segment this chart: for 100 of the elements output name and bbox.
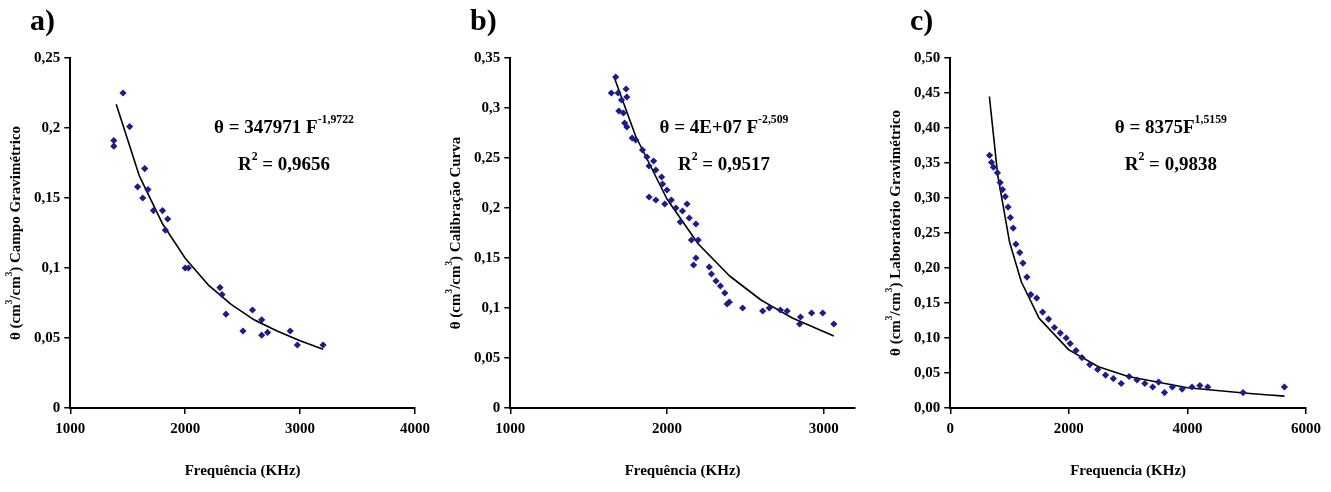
y-tick-label: 0,40 xyxy=(914,118,941,135)
point xyxy=(1019,259,1027,267)
point xyxy=(1117,379,1125,388)
y-tick-label: 0,50 xyxy=(914,48,941,65)
point xyxy=(638,146,647,154)
point xyxy=(119,89,127,97)
point xyxy=(1133,376,1141,384)
point xyxy=(614,89,622,97)
point xyxy=(759,307,767,315)
point xyxy=(650,157,658,165)
point xyxy=(164,215,172,223)
y-tick-label: 0,3 xyxy=(481,98,501,115)
point xyxy=(1078,354,1086,362)
point xyxy=(1086,361,1094,369)
point xyxy=(1196,382,1204,390)
point xyxy=(1094,365,1102,374)
point xyxy=(683,200,691,208)
y-tick-label: 0,2 xyxy=(41,118,61,135)
point xyxy=(1168,383,1176,391)
x-axis-title: Frequencia (KHz) xyxy=(1070,461,1187,479)
y-axis-title: θ (cm3/cm3) Campo Gravimétrico xyxy=(4,125,24,341)
x-tick-label: 2000 xyxy=(1053,419,1084,436)
y-tick-label: 0,10 xyxy=(914,328,941,345)
point xyxy=(139,194,147,202)
point xyxy=(144,186,152,194)
point xyxy=(993,169,1002,177)
y-tick-label: 0,1 xyxy=(41,258,61,275)
y-axis-title: θ (cm3/cm3) Laboratório Gravimétrico xyxy=(884,110,904,356)
y-tick-label: 0,15 xyxy=(914,293,941,310)
point xyxy=(286,327,294,335)
point xyxy=(1004,203,1012,211)
y-tick-label: 0,05 xyxy=(34,328,61,345)
point xyxy=(149,207,158,215)
point xyxy=(661,200,669,208)
chart-title: b) xyxy=(470,2,497,37)
x-tick-label: 4000 xyxy=(1172,419,1203,436)
point xyxy=(689,261,698,269)
point xyxy=(141,165,149,173)
point xyxy=(667,196,675,204)
y-tick-label: 0,2 xyxy=(481,198,501,215)
point xyxy=(776,306,785,314)
point xyxy=(985,151,994,159)
x-tick-label: 2000 xyxy=(170,419,201,436)
point xyxy=(617,96,626,104)
point xyxy=(676,218,684,226)
y-tick-label: 0,30 xyxy=(914,188,941,205)
point xyxy=(685,214,693,222)
x-tick-label: 1000 xyxy=(495,419,526,436)
point xyxy=(692,220,700,228)
point xyxy=(1125,372,1133,381)
point xyxy=(110,142,118,150)
point xyxy=(996,179,1004,187)
point xyxy=(1109,375,1117,383)
point xyxy=(248,306,257,314)
point xyxy=(783,307,791,315)
point xyxy=(1012,240,1020,248)
y-tick-label: 0,20 xyxy=(914,258,941,275)
point xyxy=(765,304,773,312)
point xyxy=(796,313,805,321)
x-axis-title: Frequência (KHz) xyxy=(624,461,741,479)
point xyxy=(796,320,804,328)
point xyxy=(687,236,695,244)
point xyxy=(807,309,816,317)
point xyxy=(1204,383,1212,391)
x-tick-label: 3000 xyxy=(285,419,316,436)
point xyxy=(998,186,1007,194)
chart-title: c) xyxy=(910,2,934,37)
y-tick-label: 0 xyxy=(52,398,61,415)
y-axis-title: θ (cm3/cm3) Calibração Curva xyxy=(444,136,464,330)
point xyxy=(1160,389,1169,397)
point xyxy=(1016,249,1024,257)
point xyxy=(158,207,167,215)
point xyxy=(716,282,724,290)
point xyxy=(678,207,687,215)
point xyxy=(319,341,327,349)
x-tick-label: 6000 xyxy=(1291,419,1321,436)
point xyxy=(612,73,620,81)
point xyxy=(1023,273,1031,281)
point xyxy=(989,163,998,171)
point xyxy=(1062,334,1070,342)
point xyxy=(643,153,651,161)
point xyxy=(1056,329,1064,337)
point xyxy=(1050,323,1059,332)
point xyxy=(216,284,224,292)
point xyxy=(712,277,720,285)
x-tick-label: 0 xyxy=(946,419,954,436)
point xyxy=(672,204,680,212)
point xyxy=(161,226,169,234)
point xyxy=(1033,294,1041,302)
y-tick-label: 0,35 xyxy=(914,153,941,170)
point xyxy=(1155,378,1163,386)
point xyxy=(258,316,266,324)
point xyxy=(632,136,640,144)
point xyxy=(126,123,134,131)
y-tick-label: 0,15 xyxy=(34,188,61,205)
y-tick-label: 0,25 xyxy=(914,223,941,240)
point xyxy=(1149,383,1157,391)
point xyxy=(1044,315,1053,323)
point xyxy=(1101,371,1110,379)
point xyxy=(258,331,266,339)
